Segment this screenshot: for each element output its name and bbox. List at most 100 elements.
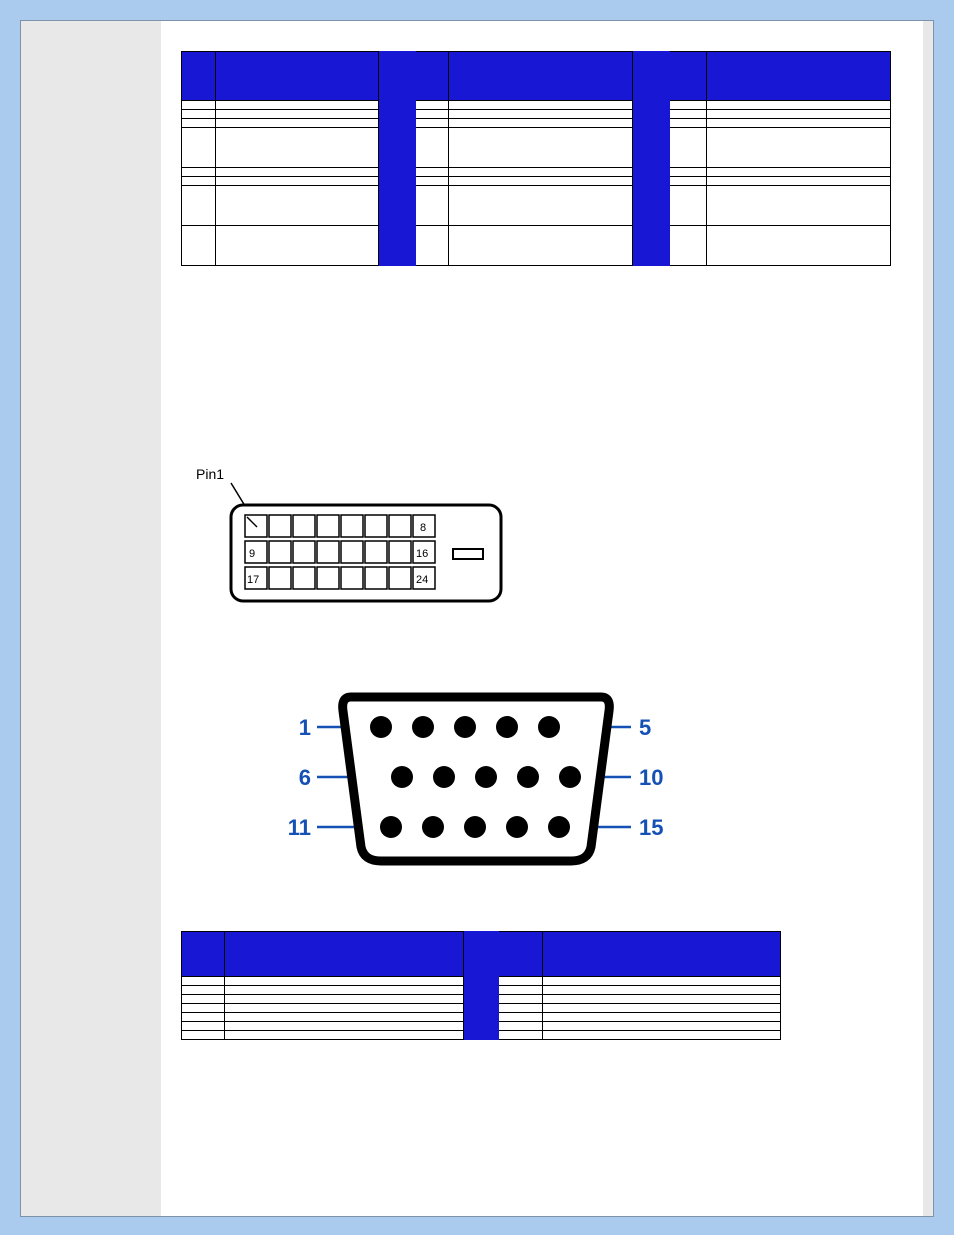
cell	[706, 128, 890, 168]
t1-spacer-h2	[633, 52, 670, 101]
cell	[182, 226, 216, 266]
cell	[499, 995, 542, 1004]
table-row	[182, 226, 891, 266]
cell	[499, 1013, 542, 1022]
cell	[542, 1031, 780, 1040]
cell	[215, 101, 378, 110]
cell	[542, 986, 780, 995]
cell	[449, 226, 633, 266]
document-sheet: Pin1	[20, 20, 934, 1217]
dvi-pin-17-label: 17	[247, 574, 259, 586]
t1-spacer-h1	[378, 52, 415, 101]
table-row	[182, 168, 891, 177]
cell	[415, 101, 449, 110]
cell	[415, 119, 449, 128]
cell	[542, 1022, 780, 1031]
cell	[449, 168, 633, 177]
cell	[182, 186, 216, 226]
left-gutter	[21, 21, 161, 1216]
cell	[449, 177, 633, 186]
vga-label-6: 6	[299, 765, 311, 790]
t2-h4	[542, 932, 780, 977]
cell	[499, 986, 542, 995]
cell	[449, 119, 633, 128]
cell	[415, 177, 449, 186]
cell	[415, 226, 449, 266]
t1-h7	[706, 52, 890, 101]
t1-h6	[670, 52, 707, 101]
cell	[415, 168, 449, 177]
cell	[706, 168, 890, 177]
spacer-cell	[378, 110, 415, 119]
spacer-cell	[378, 226, 415, 266]
table-row	[182, 977, 781, 986]
table2-body	[182, 977, 781, 1040]
cell	[542, 995, 780, 1004]
cell	[225, 986, 463, 995]
cell	[182, 1022, 225, 1031]
cell	[706, 186, 890, 226]
t2-h0	[182, 932, 225, 977]
dvi-connector-icon: Pin1	[191, 461, 511, 621]
dvi-pin-24-label: 24	[416, 574, 428, 586]
spacer-cell	[378, 168, 415, 177]
spacer-cell	[633, 110, 670, 119]
cell	[706, 226, 890, 266]
table-row	[182, 119, 891, 128]
cell	[449, 186, 633, 226]
cell	[670, 226, 707, 266]
cell	[182, 986, 225, 995]
cell	[670, 101, 707, 110]
page-background: Pin1	[0, 0, 954, 1235]
cell	[182, 177, 216, 186]
cell	[670, 168, 707, 177]
dvi-pin-16-label: 16	[416, 548, 428, 560]
cell	[215, 226, 378, 266]
cell	[542, 1013, 780, 1022]
cell	[499, 977, 542, 986]
spacer-cell	[633, 168, 670, 177]
t2-h1	[225, 932, 463, 977]
cell	[499, 1031, 542, 1040]
cell	[182, 101, 216, 110]
cell	[225, 995, 463, 1004]
cell	[706, 177, 890, 186]
cell	[449, 128, 633, 168]
vga-label-10: 10	[639, 765, 663, 790]
cell	[182, 977, 225, 986]
dvi-blade	[453, 549, 483, 559]
cell	[182, 1004, 225, 1013]
table-row	[182, 186, 891, 226]
table-row	[182, 995, 781, 1004]
cell	[706, 101, 890, 110]
vga-label-1: 1	[299, 715, 311, 740]
vga-connector-icon: 1 6 11 5 10 15	[231, 671, 731, 881]
spacer-cell	[633, 186, 670, 226]
cell	[415, 110, 449, 119]
spacer-cell	[633, 177, 670, 186]
table-row	[182, 1004, 781, 1013]
cell	[215, 110, 378, 119]
vga-connector-diagram: 1 6 11 5 10 15	[231, 671, 731, 881]
t2-spacer-h	[463, 932, 499, 977]
cell	[182, 128, 216, 168]
cell	[670, 119, 707, 128]
cell	[182, 1031, 225, 1040]
cell	[670, 177, 707, 186]
spacer-cell	[633, 128, 670, 168]
cell	[182, 110, 216, 119]
cell	[225, 1004, 463, 1013]
spacer-cell	[633, 226, 670, 266]
spacer-cell	[463, 986, 499, 995]
cell	[670, 128, 707, 168]
cell	[182, 1013, 225, 1022]
cell	[415, 186, 449, 226]
table1-header-row	[182, 52, 891, 101]
scrollbar-track[interactable]	[923, 21, 933, 1216]
cell	[415, 128, 449, 168]
table1-body	[182, 101, 891, 266]
t1-h0	[182, 52, 216, 101]
table-row	[182, 1013, 781, 1022]
cell	[706, 110, 890, 119]
spacer-cell	[463, 995, 499, 1004]
